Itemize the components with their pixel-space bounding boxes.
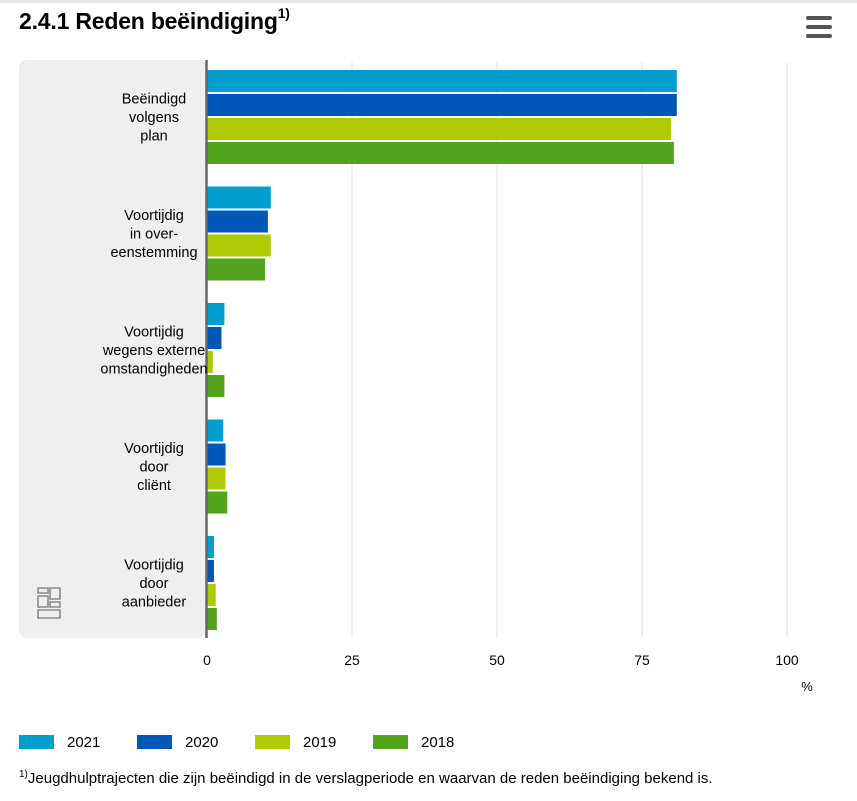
category-label: aanbieder — [122, 595, 187, 611]
bar — [207, 584, 216, 606]
bar — [207, 186, 271, 209]
bar — [207, 234, 271, 257]
category-label-panel — [19, 60, 207, 638]
logo-shape — [49, 601, 61, 608]
bar — [207, 258, 265, 281]
bar — [207, 375, 225, 397]
top-border — [0, 0, 857, 3]
legend-swatch — [137, 735, 172, 749]
legend-swatch — [19, 735, 54, 749]
cbs-logo-icon — [37, 587, 61, 619]
x-tick-label: 75 — [634, 652, 650, 668]
legend-swatch — [373, 735, 408, 749]
bar — [207, 94, 677, 116]
x-axis-label: % — [801, 679, 813, 694]
x-tick-label: 100 — [775, 652, 799, 668]
legend-swatch — [255, 735, 290, 749]
bar — [207, 467, 226, 490]
x-tick-label: 25 — [344, 652, 360, 668]
legend-label: 2019 — [303, 734, 336, 751]
bar — [207, 210, 268, 233]
category-label: door — [139, 460, 168, 476]
hamburger-menu-icon[interactable] — [806, 16, 832, 38]
logo-shape — [37, 587, 49, 594]
legend-label: 2021 — [67, 734, 100, 751]
bar — [207, 560, 214, 582]
category-label: cliënt — [137, 478, 171, 494]
bar — [207, 443, 226, 466]
logo-shape — [37, 595, 49, 608]
logo-shape — [49, 587, 61, 600]
legend-label: 2018 — [421, 734, 454, 751]
bar — [207, 351, 213, 373]
x-tick-label: 0 — [203, 652, 211, 668]
title-footnote-marker: 1) — [277, 5, 290, 22]
category-label: Voortijdig — [124, 558, 184, 574]
category-label: Voortijdig — [124, 441, 184, 457]
bar — [207, 491, 228, 514]
bar — [207, 608, 217, 630]
category-label: wegens externe — [102, 343, 205, 359]
logo-shape — [37, 609, 61, 619]
category-label: volgens — [129, 110, 179, 126]
bar — [207, 142, 674, 164]
bar — [207, 536, 214, 558]
bar — [207, 70, 677, 92]
category-label: in over- — [130, 227, 179, 243]
category-label: eenstemming — [110, 245, 197, 261]
category-label: door — [139, 576, 168, 592]
x-tick-label: 50 — [489, 652, 505, 668]
bar — [207, 327, 222, 349]
category-label: plan — [140, 129, 167, 145]
title-text: 2.4.1 Reden beëindiging — [19, 8, 278, 34]
bar — [207, 419, 224, 442]
category-label: Voortijdig — [124, 208, 184, 224]
category-label: omstandigheden — [100, 362, 207, 378]
category-label: Beëindigd — [122, 92, 187, 108]
bar — [207, 118, 671, 140]
legend-label: 2020 — [185, 734, 218, 751]
category-label: Voortijdig — [124, 325, 184, 341]
footnote-marker: 1) — [19, 769, 28, 780]
footnote: 1)Jeugdhulptrajecten die zijn beëindigd … — [19, 769, 713, 788]
page-title: 2.4.1 Reden beëindiging1) — [19, 5, 290, 35]
footnote-text: Jeugdhulptrajecten die zijn beëindigd in… — [27, 770, 713, 787]
bar — [207, 303, 225, 325]
